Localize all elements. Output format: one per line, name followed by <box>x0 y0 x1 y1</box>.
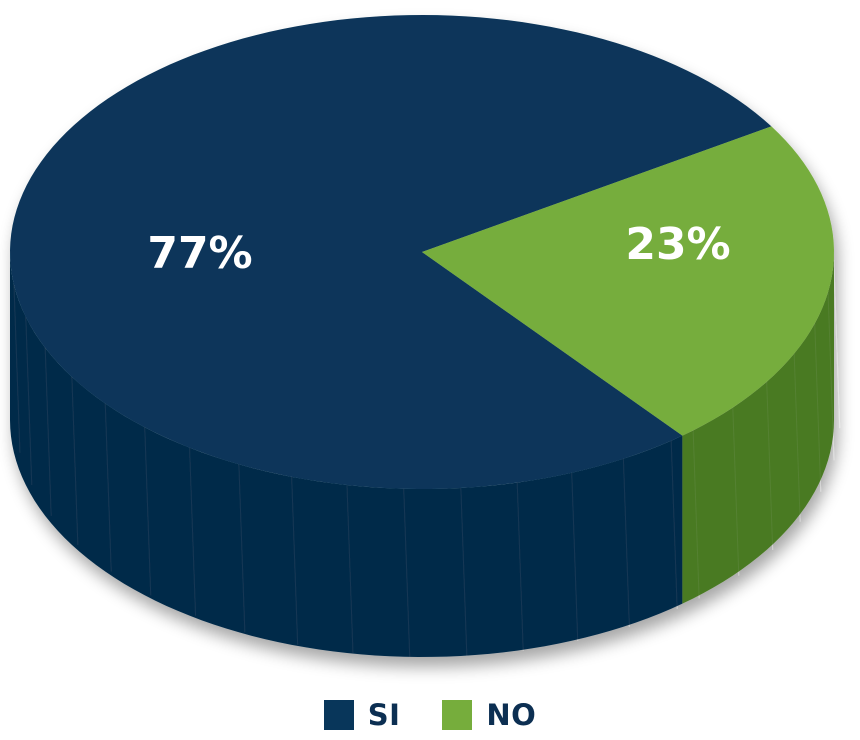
slice-side-facet-no <box>766 381 774 550</box>
legend-item-si: SI <box>323 698 401 732</box>
slice-side-facet-si <box>13 284 21 453</box>
legend: SI NO <box>0 690 860 740</box>
slice-side-facet-si <box>144 427 152 596</box>
slice-side-facet-si <box>238 464 246 633</box>
legend-label-si: SI <box>367 698 401 732</box>
slice-side-facet-si <box>71 376 79 545</box>
slice-side-facet-no <box>833 260 841 429</box>
slice-side-si <box>10 252 683 657</box>
slice-side-facet-si <box>403 488 411 657</box>
slice-side-facet-no <box>692 430 700 599</box>
slice-side-facet-si <box>44 347 52 516</box>
slice-side-facet-si <box>670 440 678 609</box>
slice-side-facet-si <box>291 476 299 645</box>
legend-item-no: NO <box>442 698 536 732</box>
slice-si <box>10 15 772 489</box>
slice-side-facet-si <box>189 447 197 616</box>
slice-side-facet-si <box>622 458 630 627</box>
slice-side-facet-si <box>571 472 579 641</box>
data-label-si: 77% <box>147 228 252 279</box>
legend-swatch-si <box>323 700 354 730</box>
slice-side-facet-si <box>104 403 112 572</box>
legend-label-no: NO <box>486 698 537 732</box>
slice-side-facet-si <box>25 316 33 485</box>
slice-side-facet-no <box>827 292 835 461</box>
data-label-no: 23% <box>625 219 730 270</box>
slice-side-facet-no <box>814 323 822 492</box>
slice-side-facet-no <box>793 353 801 522</box>
slice-no <box>422 126 834 436</box>
slice-side-facet-si <box>516 482 524 651</box>
slice-side-no <box>682 252 834 604</box>
slice-side-facet-no <box>732 407 740 576</box>
legend-swatch-no <box>442 700 473 730</box>
slice-side-facet-si <box>346 485 354 654</box>
slice-side-facet-si <box>460 487 468 656</box>
